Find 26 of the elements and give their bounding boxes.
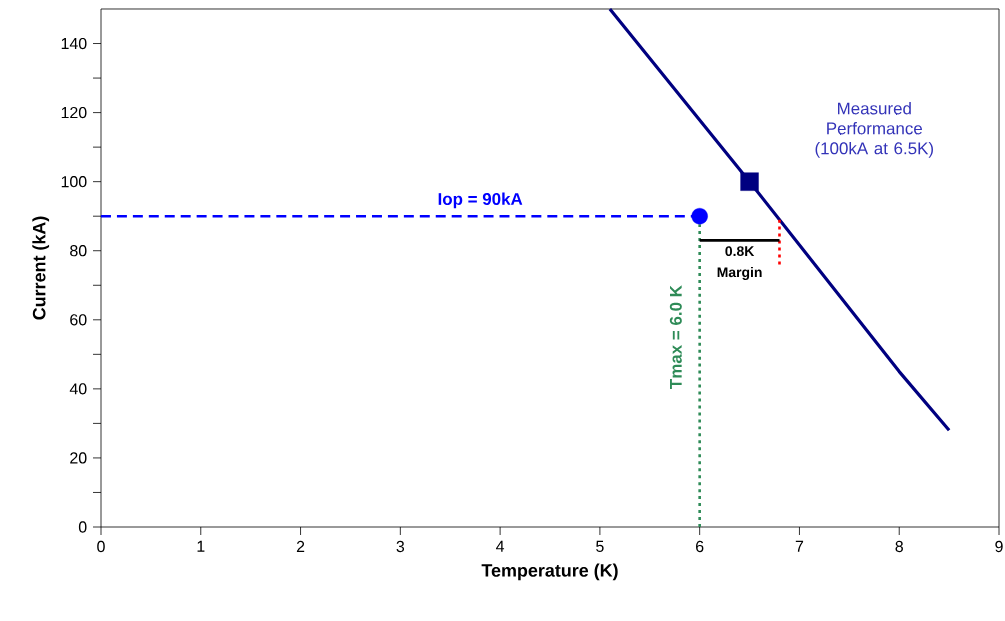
x-axis-title: Temperature (K): [481, 563, 618, 581]
x-tick-label: 2: [296, 540, 305, 552]
x-tick-label: 0: [97, 540, 105, 553]
y-tick-label: 80: [70, 245, 87, 257]
line-series: [608, 7, 951, 432]
y-axis-title: Current (kA): [32, 216, 50, 320]
annotation: Margin: [717, 266, 762, 280]
y-tick-label: 140: [61, 37, 87, 50]
y-tick-label: 60: [70, 314, 87, 326]
x-tick-label: 3: [396, 540, 405, 553]
x-tick-label: 5: [596, 540, 604, 552]
x-tick-label: 1: [197, 540, 205, 552]
x-tick-label: 9: [995, 540, 1003, 553]
x-tick-label: 6: [696, 540, 704, 553]
annotation: Iop = 90kA: [438, 192, 523, 209]
x-tick-label: 7: [795, 540, 804, 552]
y-tick-label: 40: [69, 383, 87, 395]
y-tick-label: 20: [70, 452, 87, 464]
annotation: 0.8K: [725, 246, 755, 257]
y-tick-label: 0: [78, 521, 87, 533]
x-tick-label: 4: [496, 540, 505, 552]
y-tick-label: 100: [61, 176, 87, 188]
annotation: Measured Performance (100kA at 6.5K): [815, 102, 933, 158]
annotation: Tmax = 6.0 K: [669, 285, 682, 389]
x-tick-label: 8: [895, 540, 903, 553]
y-tick-label: 120: [61, 106, 87, 119]
